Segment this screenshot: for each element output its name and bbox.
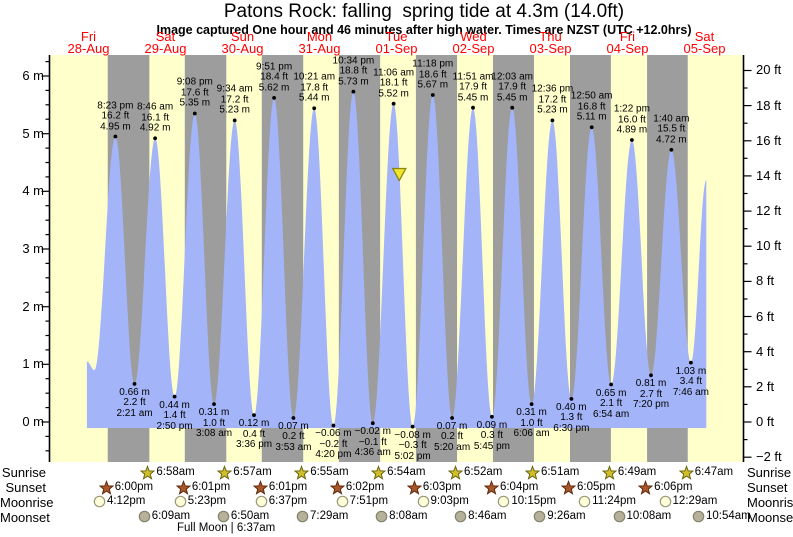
capture-subtitle: Image captured One hour and 46 minutes a… <box>156 23 692 37</box>
high-tide-point <box>153 136 158 141</box>
low-tide-point <box>490 414 494 419</box>
low-tide-point <box>450 416 454 420</box>
page-title: Patons Rock: falling spring tide at 4.3m… <box>223 1 625 22</box>
high-tide-point <box>192 111 197 116</box>
low-tide-point <box>649 373 653 378</box>
high-tide-point <box>510 105 515 110</box>
high-tide-point <box>272 96 276 100</box>
low-tide-point <box>410 424 415 429</box>
low-tide-point <box>529 402 534 406</box>
low-tide-point <box>172 394 177 399</box>
high-tide-point <box>630 138 634 142</box>
low-tide-point <box>689 360 693 365</box>
capture-level-marker-icon <box>391 167 407 182</box>
high-tide-point <box>113 134 118 139</box>
high-tide-point <box>391 101 396 106</box>
high-tide-point <box>430 93 435 97</box>
high-tide-point <box>351 89 356 94</box>
low-tide-point <box>569 397 574 401</box>
high-tide-point <box>471 105 475 110</box>
low-tide-point <box>252 413 256 417</box>
low-tide-point <box>609 382 613 387</box>
high-tide-point <box>669 147 674 152</box>
low-tide-point <box>370 421 375 426</box>
low-tide-point <box>212 402 216 406</box>
low-tide-point <box>331 423 336 428</box>
tide-curve <box>86 91 707 428</box>
high-tide-point <box>312 106 317 111</box>
high-tide-point <box>589 125 594 130</box>
low-tide-point <box>291 416 296 420</box>
high-tide-point <box>232 118 237 123</box>
low-tide-point <box>132 382 137 386</box>
high-tide-point <box>550 118 555 123</box>
